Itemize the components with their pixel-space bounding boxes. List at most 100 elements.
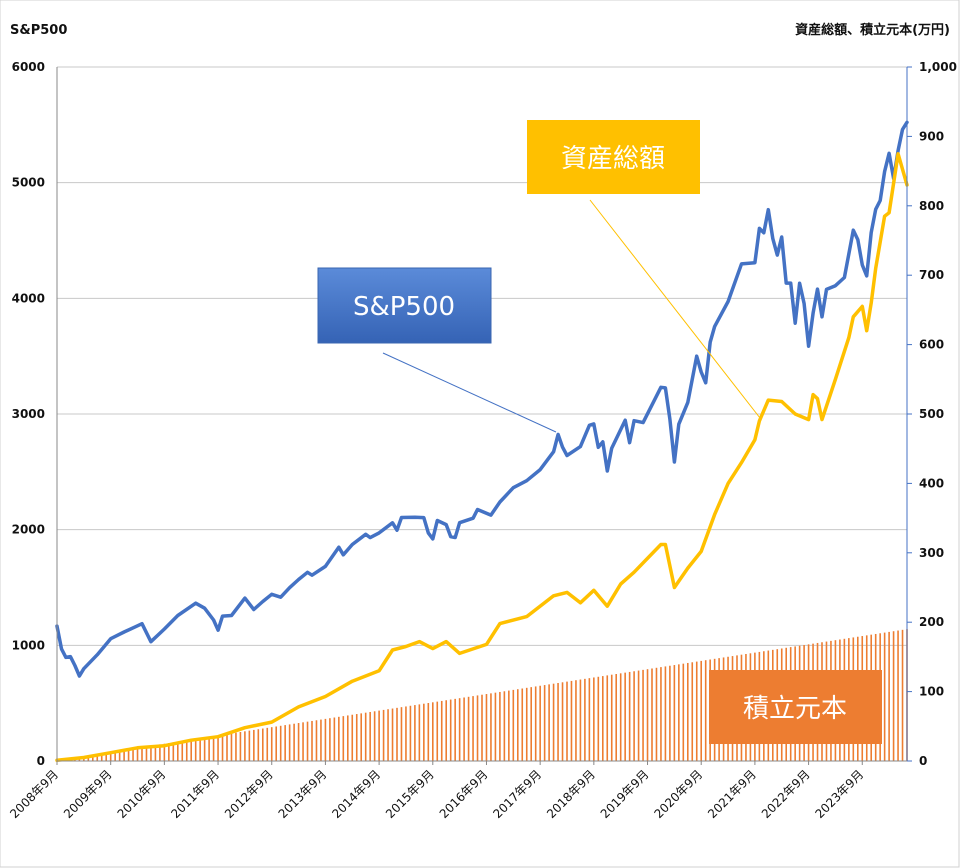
callout-leader-資産総額 [589, 199, 761, 419]
bar-積立元本 [109, 752, 112, 761]
left-axis-title: S&P500 [10, 23, 67, 38]
bar-積立元本 [118, 750, 121, 761]
right-y-tick-label: 800 [919, 199, 944, 213]
bar-積立元本 [239, 732, 242, 761]
right-y-tick-label: 300 [919, 546, 944, 560]
bar-積立元本 [212, 736, 215, 761]
bar-積立元本 [883, 632, 886, 761]
callout-box-積立元本 [709, 670, 882, 744]
bar-積立元本 [136, 747, 139, 761]
bar-積立元本 [440, 700, 443, 761]
left-y-tick-label: 3000 [12, 407, 45, 421]
bar-積立元本 [114, 751, 116, 761]
bar-積立元本 [391, 708, 394, 761]
callout-leader-S&P500 [382, 352, 557, 433]
bar-積立元本 [418, 704, 421, 761]
bar-積立元本 [297, 723, 300, 761]
series-line-資産総額 [55, 152, 909, 763]
right-y-tick-label: 900 [919, 129, 944, 143]
right-y-tick-label: 100 [919, 685, 944, 699]
left-y-tick-label: 6000 [12, 60, 45, 74]
bar-積立元本 [570, 680, 573, 761]
right-y-tick-label: 700 [919, 268, 944, 282]
bar-積立元本 [619, 673, 622, 761]
bar-積立元本 [548, 684, 550, 761]
bar-積立元本 [279, 725, 282, 761]
bar-積立元本 [472, 696, 474, 761]
bar-積立元本 [588, 678, 591, 761]
bar-積立元本 [257, 729, 260, 761]
bar-積立元本 [557, 682, 559, 761]
bar-積立元本 [615, 674, 618, 761]
bar-積立元本 [669, 665, 671, 761]
bar-積立元本 [427, 703, 430, 761]
bar-積立元本 [324, 718, 327, 761]
bar-積立元本 [244, 731, 246, 761]
bar-積立元本 [342, 716, 345, 761]
right-y-tick-label: 600 [919, 338, 944, 352]
bar-積立元本 [579, 679, 582, 761]
bar-積立元本 [306, 721, 309, 761]
bar-積立元本 [682, 663, 685, 761]
bar-積立元本 [100, 753, 103, 761]
right-y-tick-label: 200 [919, 615, 944, 629]
callout-box-S&P500 [317, 267, 492, 344]
bar-積立元本 [159, 744, 161, 761]
bar-積立元本 [512, 689, 515, 761]
bar-積立元本 [261, 728, 264, 761]
bar-積立元本 [539, 685, 541, 761]
bar-積立元本 [467, 696, 470, 761]
callout-label-積立元本: 積立元本 [743, 694, 847, 724]
bar-積立元本 [686, 662, 689, 761]
bar-積立元本 [610, 674, 613, 761]
bar-積立元本 [405, 706, 407, 761]
bar-積立元本 [673, 665, 676, 761]
callout-box-資産総額 [527, 120, 700, 194]
bar-積立元本 [190, 739, 193, 761]
bar-積立元本 [700, 660, 703, 761]
bar-積立元本 [364, 712, 367, 761]
bar-積立元本 [284, 725, 286, 761]
bar-積立元本 [266, 727, 269, 761]
bar-積立元本 [199, 738, 201, 761]
bar-積立元本 [181, 740, 184, 761]
bar-積立元本 [346, 715, 349, 761]
bar-積立元本 [302, 722, 304, 761]
bar-積立元本 [566, 681, 568, 761]
bar-積立元本 [646, 669, 649, 761]
bar-積立元本 [490, 693, 492, 761]
bar-積立元本 [481, 694, 483, 761]
bar-積立元本 [897, 630, 899, 761]
bar-積立元本 [584, 678, 586, 761]
bar-積立元本 [203, 737, 206, 761]
bar-積立元本 [387, 709, 389, 761]
bar-積立元本 [275, 726, 278, 761]
bar-積立元本 [288, 724, 291, 761]
left-y-tick-label: 0 [37, 754, 45, 768]
bar-積立元本 [445, 700, 448, 761]
bar-積立元本 [624, 672, 626, 761]
bar-積立元本 [382, 709, 385, 761]
bar-積立元本 [168, 743, 170, 761]
bar-積立元本 [543, 685, 546, 761]
bar-積立元本 [704, 660, 707, 761]
bar-積立元本 [530, 687, 533, 761]
bar-積立元本 [633, 671, 635, 761]
bar-積立元本 [660, 667, 662, 761]
bar-積立元本 [311, 720, 313, 761]
bar-積立元本 [396, 707, 398, 761]
right-y-tick-label: 500 [919, 407, 944, 421]
left-y-tick-label: 1000 [12, 638, 45, 652]
bar-積立元本 [552, 683, 555, 761]
bar-積立元本 [606, 675, 609, 761]
bar-積立元本 [601, 676, 604, 761]
bar-積立元本 [651, 668, 653, 761]
bar-積立元本 [503, 691, 506, 761]
left-y-tick-label: 2000 [12, 523, 45, 537]
bar-積立元本 [208, 736, 210, 761]
bar-積立元本 [642, 669, 644, 761]
right-axis-title: 資産総額、積立元本(万円) [795, 22, 950, 38]
bar-積立元本 [521, 688, 524, 761]
bar-積立元本 [476, 695, 479, 761]
bar-積立元本 [96, 754, 99, 761]
